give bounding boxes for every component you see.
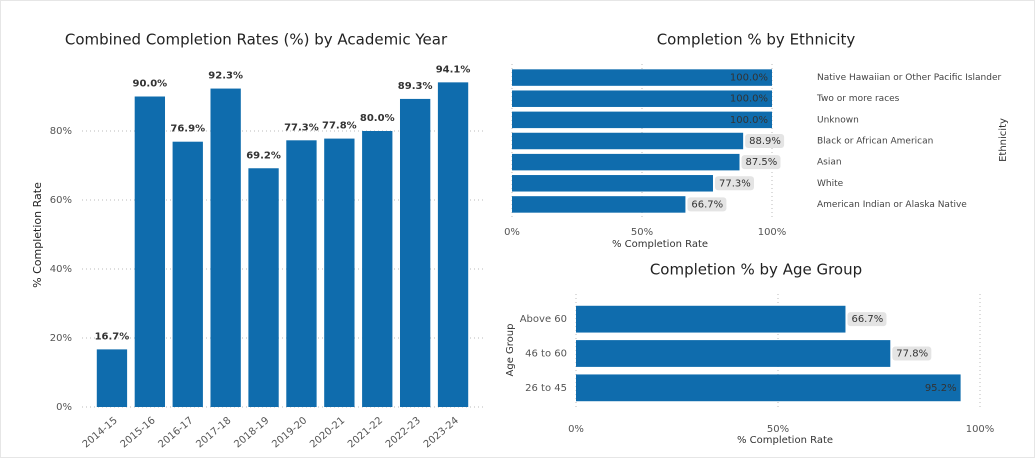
bar: [512, 153, 740, 171]
value-label: 90.0%: [132, 79, 167, 90]
bar: [576, 374, 961, 402]
bar: [512, 90, 772, 107]
y-tick-label: 40%: [50, 264, 72, 275]
bar: [134, 96, 166, 407]
value-label: 100.0%: [730, 115, 768, 126]
x-tick-label: 100%: [758, 227, 787, 238]
chart-title: Combined Completion Rates (%) by Academi…: [65, 31, 448, 49]
y-tick-label: 60%: [50, 195, 72, 206]
x-axis-title: % Completion Rate: [612, 239, 708, 250]
bar: [172, 141, 203, 407]
bar: [437, 82, 469, 407]
y-tick-label: 26 to 45: [525, 383, 567, 394]
y-axis-title: % Completion Rate: [31, 182, 44, 288]
value-label: 77.3%: [284, 122, 319, 133]
value-label: 87.5%: [746, 157, 778, 168]
bar: [362, 131, 393, 407]
value-label: 77.3%: [719, 178, 751, 189]
y-axis-title: Age Group: [505, 324, 516, 377]
value-label: 80.0%: [360, 113, 395, 124]
y-tick-label: Above 60: [520, 314, 567, 325]
y-tick-label: 20%: [50, 333, 72, 344]
x-tick-label: 50%: [631, 227, 653, 238]
value-label: 76.9%: [170, 124, 205, 135]
bar: [576, 340, 891, 367]
bar: [248, 168, 279, 407]
bar: [512, 196, 686, 213]
value-label: 95.2%: [925, 383, 957, 394]
y-tick-label: 46 to 60: [525, 349, 567, 360]
value-label: 100.0%: [730, 94, 768, 105]
value-label-bg: [892, 346, 932, 361]
value-label: 100.0%: [730, 73, 768, 84]
value-label: 66.7%: [691, 199, 723, 210]
x-tick-label: 0%: [504, 227, 520, 238]
value-label-bg: [847, 312, 887, 327]
value-label: 77.8%: [896, 349, 928, 360]
value-label: 69.2%: [246, 150, 281, 161]
y-tick-label: Asian: [817, 158, 842, 168]
y-tick-label: Two or more races: [816, 94, 900, 104]
chart-title: Completion % by Ethnicity: [657, 31, 856, 49]
chart-title: Completion % by Age Group: [650, 261, 862, 279]
bar: [210, 88, 241, 407]
bar: [286, 140, 317, 407]
bar: [576, 305, 846, 333]
value-label: 94.1%: [436, 64, 471, 75]
bar: [512, 132, 744, 150]
bar: [512, 111, 772, 129]
y-tick-label: Unknown: [817, 115, 859, 125]
y-tick-label: Black or African American: [817, 137, 933, 147]
value-label-bg: [687, 197, 727, 212]
x-tick-label: 50%: [767, 424, 789, 435]
y-tick-label: White: [817, 179, 844, 189]
bar: [324, 138, 355, 407]
y-axis-title: Ethnicity: [998, 118, 1009, 162]
y-tick-label: 80%: [50, 126, 72, 137]
y-tick-label: American Indian or Alaska Native: [817, 200, 967, 210]
bar: [512, 175, 713, 192]
value-label-bg: [741, 155, 781, 170]
y-tick-label: Native Hawaiian or Other Pacific Islande…: [817, 73, 1002, 83]
bar: [512, 69, 772, 86]
bar: [399, 98, 431, 407]
bar: [96, 349, 128, 407]
value-label-bg: [745, 134, 785, 148]
x-tick-label: 0%: [568, 424, 584, 435]
y-tick-label: 0%: [56, 402, 72, 413]
value-label: 77.8%: [322, 121, 357, 132]
value-label: 66.7%: [851, 314, 883, 325]
value-label: 89.3%: [398, 81, 433, 92]
value-label: 16.7%: [95, 331, 130, 342]
value-label: 92.3%: [208, 71, 243, 82]
value-label-bg: [714, 176, 754, 191]
value-label: 88.9%: [749, 136, 781, 147]
x-axis-title: % Completion Rate: [737, 435, 833, 446]
x-tick-label: 100%: [966, 424, 995, 435]
